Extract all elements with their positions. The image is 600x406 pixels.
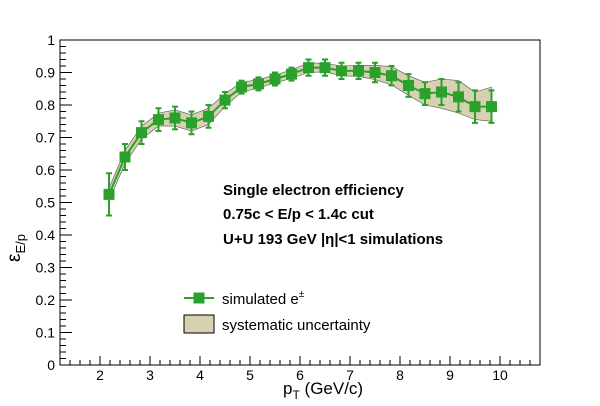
data-point — [369, 67, 381, 78]
y-tick-label: 0.4 — [36, 227, 56, 243]
data-point — [386, 70, 397, 82]
x-tick-label: 8 — [396, 367, 404, 383]
y-tick-label: 0.2 — [36, 292, 56, 308]
data-point — [153, 114, 164, 126]
annotation-line-3: U+U 193 GeV |η|<1 simulations — [223, 231, 443, 248]
data-point — [236, 81, 247, 93]
uncertainty-band-layer — [108, 62, 492, 202]
x-tick-label: 7 — [346, 367, 354, 383]
y-axis-label-main: ε — [4, 253, 25, 262]
x-axis-label-sub: T — [292, 388, 300, 402]
legend-label-simulated-main: simulated e — [222, 291, 299, 308]
data-point — [436, 86, 447, 98]
x-tick-label: 6 — [296, 367, 304, 383]
series-layer — [103, 58, 497, 217]
data-point — [136, 127, 147, 139]
data-point — [186, 117, 197, 129]
data-point — [219, 94, 231, 106]
x-axis-label: pT (GeV/c) — [283, 379, 363, 402]
y-tick-label: 0.8 — [36, 97, 56, 113]
y-tick-label: 0.5 — [36, 195, 56, 211]
y-axis-label-sub: E/p — [13, 234, 28, 254]
y-tick-label: 0.9 — [36, 65, 56, 81]
y-tick-label: 0.7 — [36, 130, 56, 146]
data-point — [303, 62, 314, 74]
legend-label-simulated: simulated e± — [222, 289, 305, 308]
tick-label-layer: 2 3 4 5 6 7 8 9 10 0 0.1 0.2 0.3 0.4 0.5 0.6 0.7 0.8 0.9 1 — [36, 32, 508, 383]
data-point — [469, 101, 481, 113]
data-point — [353, 65, 364, 77]
y-tick-label: 0.3 — [36, 260, 56, 276]
legend-label-systematic: systematic uncertainty — [222, 317, 371, 334]
legend-marker-square — [193, 292, 205, 304]
y-tick-label: 1 — [47, 32, 55, 48]
annotation-line-1: Single electron efficiency — [223, 182, 405, 199]
legend: simulated e± systematic uncertainty — [183, 289, 371, 334]
data-point — [453, 91, 464, 103]
data-point — [203, 110, 214, 122]
y-axis-label: εE/p — [4, 234, 28, 262]
data-point — [119, 151, 131, 163]
y-tick-label: 0.1 — [36, 325, 56, 341]
annotation-line-2: 0.75c < E/p < 1.4c cut — [223, 206, 374, 223]
annotations: Single electron efficiency 0.75c < E/p <… — [223, 182, 443, 248]
x-axis-label-unit: (GeV/c) — [300, 379, 363, 398]
x-tick-label: 5 — [246, 367, 254, 383]
data-point — [169, 112, 181, 124]
legend-label-simulated-sup: ± — [299, 289, 305, 300]
data-point — [403, 80, 414, 91]
y-tick-label: 0 — [47, 357, 55, 373]
axis-layer — [59, 39, 541, 366]
data-point — [286, 68, 297, 80]
x-tick-label: 4 — [196, 367, 204, 383]
x-tick-label: 3 — [146, 367, 154, 383]
data-point — [319, 62, 331, 74]
y-tick-label: 0.6 — [36, 162, 56, 178]
x-tick-label: 9 — [446, 367, 454, 383]
x-tick-label: 10 — [492, 367, 508, 383]
data-point — [486, 101, 497, 113]
legend-band-swatch — [183, 314, 215, 334]
data-point — [336, 65, 347, 77]
x-axis-label-main: p — [283, 379, 292, 398]
uncertainty-band — [108, 62, 492, 202]
data-point — [419, 88, 431, 100]
x-tick-label: 2 — [96, 367, 104, 383]
data-point — [103, 188, 115, 200]
data-point — [253, 78, 264, 90]
data-point — [269, 73, 281, 85]
